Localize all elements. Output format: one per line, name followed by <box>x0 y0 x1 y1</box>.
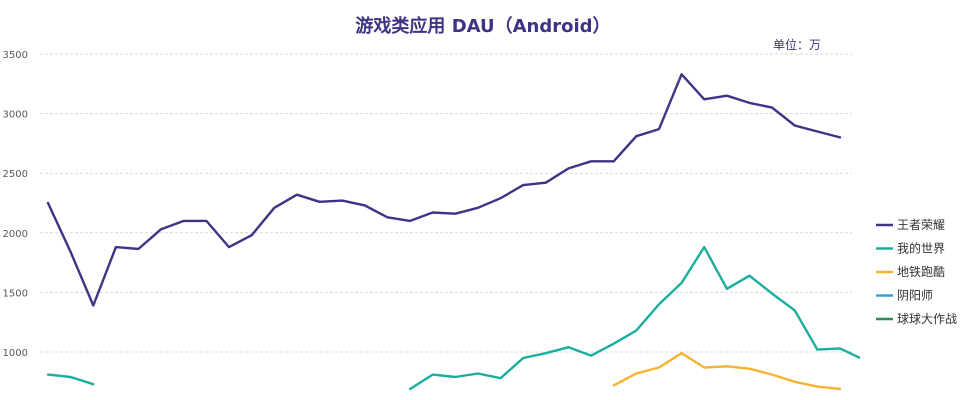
unit-label: 单位：万 <box>773 37 821 52</box>
series-line-1 <box>46 73 842 307</box>
series-line-3 <box>612 352 842 391</box>
legend-label-2: 我的世界 <box>897 241 945 256</box>
series-lines <box>46 73 860 391</box>
y-axis-ticks: 1000 1500 2000 2500 3000 3500 <box>3 50 28 359</box>
y-tick-label-1500: 1500 <box>3 288 28 299</box>
gridlines <box>40 53 852 353</box>
series-line-2 <box>46 245 860 391</box>
legend-label-3: 地铁跑酷 <box>897 265 945 279</box>
y-tick-label-3000: 3000 <box>3 110 28 121</box>
y-tick-label-2500: 2500 <box>3 169 28 180</box>
chart-title: 游戏类应用 DAU（Android） <box>355 15 610 37</box>
y-tick-label-2000: 2000 <box>3 229 28 240</box>
y-tick-label-3500: 3500 <box>3 50 28 61</box>
legend-label-4: 阴阳师 <box>897 289 933 303</box>
legend-label-1: 王者荣耀 <box>897 218 945 232</box>
y-tick-label-1000: 1000 <box>3 348 28 359</box>
legend-label-5: 球球大作战 <box>897 312 957 326</box>
